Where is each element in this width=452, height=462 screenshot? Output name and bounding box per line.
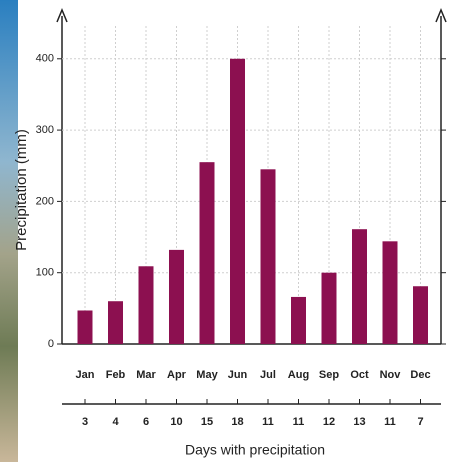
- y-tick-label: 0: [48, 338, 54, 350]
- days-value: 18: [231, 416, 243, 428]
- bar: [230, 58, 245, 345]
- days-value: 11: [262, 416, 274, 428]
- x-tick-label: Jun: [228, 369, 248, 381]
- days-value: 7: [417, 416, 423, 428]
- days-value: 15: [201, 416, 213, 428]
- days-value: 12: [323, 416, 335, 428]
- days-value: 10: [170, 416, 182, 428]
- x-tick-label: Mar: [136, 369, 156, 381]
- y-tick-label: 100: [36, 267, 54, 279]
- y-tick-label: 300: [36, 124, 54, 136]
- x-tick-label: Sep: [319, 369, 339, 381]
- bar: [108, 301, 123, 344]
- x-tick-label: Aug: [288, 369, 309, 381]
- days-value: 6: [143, 416, 149, 428]
- bar: [199, 162, 215, 344]
- bar: [352, 229, 367, 344]
- days-value: 3: [82, 416, 88, 428]
- bar: [413, 286, 428, 344]
- days-value: 13: [353, 416, 365, 428]
- bar: [138, 266, 154, 344]
- days-value: 11: [293, 416, 305, 428]
- days-label: Days with precipitation: [185, 442, 325, 458]
- x-tick-label: Nov: [380, 369, 402, 381]
- y-axis-label: Precipitation (mm): [13, 129, 30, 251]
- y2-axis: [435, 8, 447, 344]
- bar: [77, 310, 93, 344]
- bar: [260, 169, 276, 344]
- x-tick-label: May: [196, 369, 218, 381]
- y-tick-label: 400: [36, 53, 54, 65]
- y-tick-label: 200: [36, 195, 54, 207]
- x-tick-label: Oct: [350, 369, 369, 381]
- x-tick-label: Apr: [167, 369, 187, 381]
- x-tick-label: Jul: [260, 369, 276, 381]
- y-axis: [56, 8, 68, 344]
- bar: [291, 296, 306, 344]
- days-value: 4: [112, 416, 119, 428]
- bar: [169, 249, 184, 344]
- bar: [321, 272, 337, 344]
- x-tick-label: Dec: [410, 369, 430, 381]
- x-tick-label: Jan: [76, 369, 95, 381]
- x-tick-label: Feb: [106, 369, 126, 381]
- photo-strip: [0, 0, 18, 462]
- days-value: 11: [384, 416, 396, 428]
- bar: [382, 241, 398, 344]
